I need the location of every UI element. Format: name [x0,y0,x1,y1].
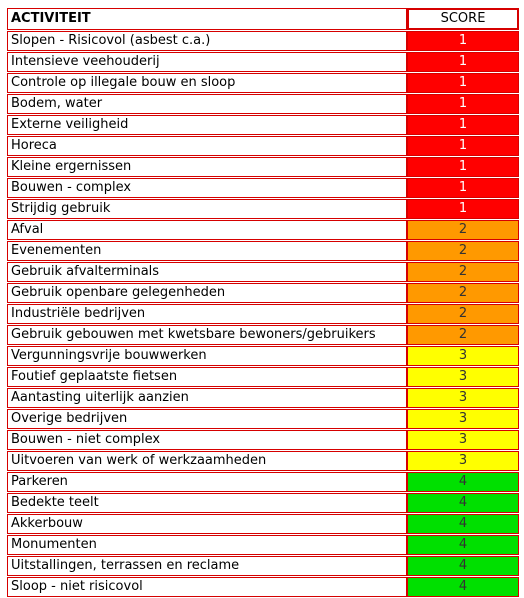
activity-cell: Gebruik openbare gelegenheden [7,283,407,303]
table-row: Monumenten 4 [7,535,519,555]
score-cell: 3 [407,388,519,408]
activity-cell: Evenementen [7,241,407,261]
activity-cell: Strijdig gebruik [7,199,407,219]
table-row: Bouwen - niet complex 3 [7,430,519,450]
table-row: Uitstallingen, terrassen en reclame 4 [7,556,519,576]
score-cell: 4 [407,493,519,513]
activity-cell: Akkerbouw [7,514,407,534]
header-score: SCORE [407,8,519,30]
activity-cell: Afval [7,220,407,240]
table-row: Aantasting uiterlijk aanzien 3 [7,388,519,408]
table-row: Industriële bedrijven 2 [7,304,519,324]
table-row: Bouwen - complex 1 [7,178,519,198]
activity-cell: Monumenten [7,535,407,555]
table-row: Evenementen 2 [7,241,519,261]
score-cell: 1 [407,31,519,51]
table-row: Kleine ergernissen 1 [7,157,519,177]
table-body: Slopen - Risicovol (asbest c.a.) 1 Intensi… [7,31,519,597]
activity-score-table: ACTIVITEIT SCORE Slopen - Risicovol (asb… [7,7,519,598]
table-row: Uitvoeren van werk of werkzaamheden 3 [7,451,519,471]
score-cell: 2 [407,325,519,345]
score-cell: 4 [407,472,519,492]
score-cell: 2 [407,283,519,303]
score-cell: 4 [407,577,519,597]
activity-cell: Industriële bedrijven [7,304,407,324]
score-cell: 1 [407,136,519,156]
activity-cell: Kleine ergernissen [7,157,407,177]
activity-cell: Vergunningsvrije bouwwerken [7,346,407,366]
table-row: Vergunningsvrije bouwwerken 3 [7,346,519,366]
table-row: Gebruik openbare gelegenheden 2 [7,283,519,303]
table-row: Bedekte teelt 4 [7,493,519,513]
table-row: Gebruik afvalterminals 2 [7,262,519,282]
activity-cell: Controle op illegale bouw en sloop [7,73,407,93]
activity-cell: Uitvoeren van werk of werkzaamheden [7,451,407,471]
activity-cell: Sloop - niet risicovol [7,577,407,597]
table-row: Foutief geplaatste fietsen 3 [7,367,519,387]
score-cell: 1 [407,52,519,72]
score-table-container: ACTIVITEIT SCORE Slopen - Risicovol (asb… [7,7,519,598]
activity-cell: Foutief geplaatste fietsen [7,367,407,387]
score-cell: 1 [407,115,519,135]
score-cell: 3 [407,346,519,366]
score-cell: 2 [407,220,519,240]
score-cell: 3 [407,430,519,450]
activity-cell: Uitstallingen, terrassen en reclame [7,556,407,576]
header-activity: ACTIVITEIT [7,8,407,30]
score-cell: 1 [407,94,519,114]
activity-cell: Intensieve veehouderij [7,52,407,72]
activity-cell: Bouwen - complex [7,178,407,198]
score-cell: 4 [407,556,519,576]
score-cell: 4 [407,514,519,534]
score-cell: 4 [407,535,519,555]
score-cell: 1 [407,73,519,93]
score-cell: 3 [407,367,519,387]
activity-cell: Gebruik gebouwen met kwetsbare bewoners/… [7,325,407,345]
score-cell: 3 [407,409,519,429]
table-row: Horeca 1 [7,136,519,156]
score-cell: 2 [407,241,519,261]
table-row: Bodem, water 1 [7,94,519,114]
table-row: Akkerbouw 4 [7,514,519,534]
activity-cell: Bouwen - niet complex [7,430,407,450]
activity-cell: Gebruik afvalterminals [7,262,407,282]
table-row: Strijdig gebruik 1 [7,199,519,219]
table-row: Controle op illegale bouw en sloop 1 [7,73,519,93]
score-cell: 1 [407,178,519,198]
activity-cell: Externe veiligheid [7,115,407,135]
score-cell: 1 [407,157,519,177]
activity-cell: Horeca [7,136,407,156]
table-row: Slopen - Risicovol (asbest c.a.) 1 [7,31,519,51]
score-cell: 2 [407,262,519,282]
table-header-row: ACTIVITEIT SCORE [7,8,519,30]
table-row: Externe veiligheid 1 [7,115,519,135]
activity-cell: Parkeren [7,472,407,492]
activity-cell: Bedekte teelt [7,493,407,513]
table-row: Parkeren 4 [7,472,519,492]
table-row: Intensieve veehouderij 1 [7,52,519,72]
activity-cell: Slopen - Risicovol (asbest c.a.) [7,31,407,51]
score-cell: 2 [407,304,519,324]
table-row: Overige bedrijven 3 [7,409,519,429]
table-row: Sloop - niet risicovol 4 [7,577,519,597]
activity-cell: Bodem, water [7,94,407,114]
score-cell: 1 [407,199,519,219]
table-row: Gebruik gebouwen met kwetsbare bewoners/… [7,325,519,345]
activity-cell: Aantasting uiterlijk aanzien [7,388,407,408]
activity-cell: Overige bedrijven [7,409,407,429]
score-cell: 3 [407,451,519,471]
table-row: Afval 2 [7,220,519,240]
